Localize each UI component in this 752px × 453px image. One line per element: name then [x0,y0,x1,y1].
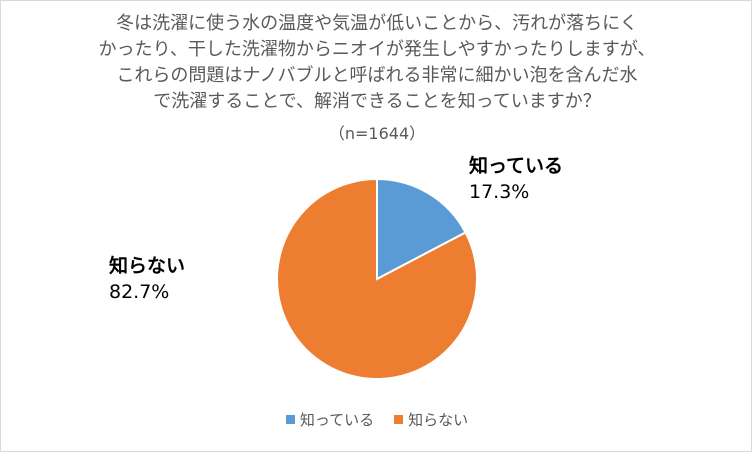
title-line: かったり、干した洗濯物からニオイが発生しやすかったりしますが、 [98,39,656,60]
legend-swatch [394,415,404,424]
data-label-dont-know: 知らない 82.7% [109,253,185,305]
pie-slice-dont-know [276,177,478,380]
legend-label: 知らない [408,411,469,429]
title-line: 冬は洗濯に使う水の温度や気温が低いことから、汚れが落ちにく [116,13,638,34]
legend-label: 知っている [299,411,375,429]
data-label-category: 知っている [469,155,564,177]
chart-title: 冬は洗濯に使う水の温度や気温が低いことから、汚れが落ちにく かったり、干した洗濯… [41,11,713,115]
pie-slice-know [376,177,467,281]
data-label-percent: 82.7% [109,281,170,303]
data-label-category: 知らない [109,255,186,277]
legend: 知っている 知らない [1,409,752,430]
data-label-percent: 17.3% [469,181,530,203]
data-label-know: 知っている 17.3% [469,153,563,205]
legend-swatch [285,415,295,424]
title-line: で洗濯することで、解消できることを知っていますか？ [153,91,601,112]
chart-subtitle: （n=1644） [328,124,426,143]
legend-item-dont-know: 知らない [394,409,468,430]
title-line: これらの問題はナノバブルと呼ばれる非常に細かい泡を含んだ水 [116,65,638,86]
legend-item-know: 知っている [285,409,375,430]
